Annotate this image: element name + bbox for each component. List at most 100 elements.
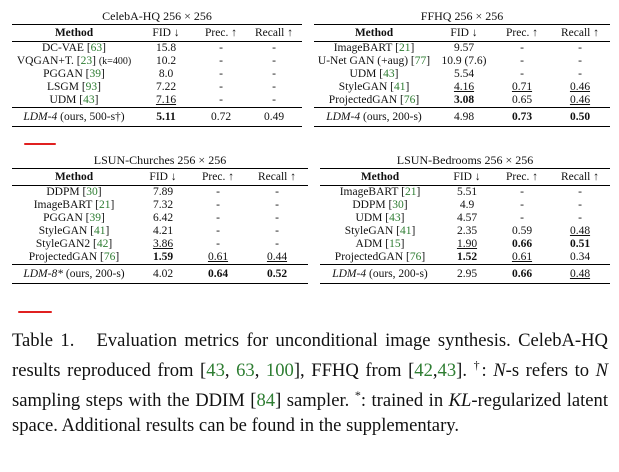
prec-cell: - [520,55,524,67]
fid-cell: 1.90 [456,238,478,250]
celeba-grid: Method FID ↓ Prec. ↑ Recall ↑ DC-VAE [63… [12,24,302,127]
citation-link[interactable]: 43 [83,94,95,106]
prec-cell: - [219,81,223,93]
table-row: PGGAN [39] 8.0 - - [12,68,302,81]
citation-link[interactable]: 76 [103,251,116,263]
prec-cell: - [520,186,524,198]
recall-cell: 0.46 [569,94,591,106]
citation-link[interactable]: 100 [265,360,294,382]
table-caption: Table 1. Evaluation metrics for uncondit… [12,330,609,437]
churches-title: LSUN-Churches 256 × 256 [93,153,227,167]
fid-cell: 3.86 [152,238,174,250]
table-row: DC-VAE [63] 15.8 - - [12,42,302,56]
fid-cell: 15.8 [155,42,177,54]
method-cell: LSGM [93] [46,81,101,93]
citation-link[interactable]: 21 [404,186,417,198]
method-cell: StyleGAN [41] [38,225,110,237]
citation-link[interactable]: 41 [93,225,106,237]
churches-grid: Method FID ↓ Prec. ↑ Recall ↑ DDPM [30] … [12,168,308,284]
citation-link[interactable]: 42 [414,360,433,382]
method-cell: PGGAN [39] [43,68,105,80]
fid-cell: 4.16 [453,81,475,93]
recall-cell: - [275,199,279,211]
recall-cell: - [275,225,279,237]
celeba-table: CelebA-HQ 256 × 256 Method FID ↓ Prec. ↑… [12,8,302,127]
citation-link[interactable]: 43 [206,360,225,382]
fid-cell: 1.59 [152,251,174,263]
fid-cell: 10.9 (7.6) [441,55,487,67]
col-method: Method [314,24,434,42]
header-row: Method FID ↓ Prec. ↑ Recall ↑ [320,168,610,186]
recall-cell: - [275,212,279,224]
col-fid: FID ↓ [136,168,190,186]
col-fid: FID ↓ [136,24,196,42]
col-prec: Prec. ↑ [190,168,246,186]
citation-link[interactable]: 43 [389,212,401,224]
citation-link[interactable]: 39 [89,212,102,224]
table-row: DDPM [30] 4.9 - - [320,199,610,212]
header-row: Method FID ↓ Prec. ↑ Recall ↑ [314,24,610,42]
table-row: ImageBART [21] 7.32 - - [12,199,308,212]
citation-link[interactable]: 76 [409,251,422,263]
col-fid: FID ↓ [434,24,494,42]
prec-cell: 0.61 [207,251,229,263]
col-prec: Prec. ↑ [494,168,550,186]
fid-cell: 4.02 [136,264,190,284]
citation-link[interactable]: 63 [236,360,255,382]
prec-cell: - [216,225,220,237]
header-row: Method FID ↓ Prec. ↑ Recall ↑ [12,168,308,186]
prec-cell: 0.72 [196,107,246,127]
citation-link[interactable]: 63 [90,42,103,54]
ffhq-title: FFHQ 256 × 256 [420,9,504,23]
citation-link[interactable]: 30 [86,186,98,198]
fid-cell: 7.89 [152,186,174,198]
ours-row: LDM-4 (ours, 200-s) 4.98 0.73 0.50 [314,107,610,127]
recall-cell: - [272,68,276,80]
citation-link[interactable]: 84 [256,390,276,412]
fid-cell: 3.08 [453,94,475,106]
citation-link[interactable]: 30 [392,199,404,211]
citation-link[interactable]: 41 [399,225,412,237]
recall-cell: - [578,212,582,224]
recall-cell: - [275,238,279,250]
citation-link[interactable]: 21 [98,199,111,211]
fid-cell: 1.52 [456,251,478,263]
table-row: LSGM [93] 7.22 - - [12,81,302,94]
citation-link[interactable]: 76 [403,94,416,106]
table-row: VQGAN+T. [23] (k=400) 10.2 - - [12,55,302,68]
col-recall: Recall ↑ [246,168,308,186]
celeba-title: CelebA-HQ 256 × 256 [102,9,212,23]
method-cell: ImageBART [21] [339,186,421,198]
citation-link[interactable]: 41 [393,81,406,93]
bedrooms-table: LSUN-Bedrooms 256 × 256 Method FID ↓ Pre… [320,152,610,284]
fid-cell: 10.2 [155,55,177,67]
method-cell: ProjectedGAN [76] [28,251,120,263]
method-cell: DDPM [30] [46,186,102,198]
citation-link[interactable]: 21 [398,42,411,54]
prec-cell: - [520,42,524,54]
citation-link[interactable]: 23 [80,55,93,67]
col-prec: Prec. ↑ [196,24,246,42]
citation-link[interactable]: 43 [383,68,395,80]
table-row: StyleGAN2 [42] 3.86 - - [12,238,308,251]
citation-link[interactable]: 77 [414,55,427,67]
recall-cell: 0.48 [569,225,591,237]
citation-link[interactable]: 39 [89,68,102,80]
recall-cell: - [578,186,582,198]
churches-table: LSUN-Churches 256 × 256 Method FID ↓ Pre… [12,152,308,284]
citation-link[interactable]: 15 [389,238,401,250]
fid-cell: 5.11 [136,107,196,127]
method-cell: DC-VAE [63] [41,42,107,54]
fid-cell: 7.32 [152,199,174,211]
table-row: UDM [43] 5.54 - - [314,68,610,81]
prec-cell: - [219,68,223,80]
prec-cell: 0.73 [494,107,550,127]
fid-cell: 4.98 [434,107,494,127]
citation-link[interactable]: 93 [85,81,98,93]
citation-link[interactable]: 42 [96,238,109,250]
col-method: Method [320,168,440,186]
citation-link[interactable]: 43 [437,360,457,382]
recall-cell: - [272,42,276,54]
method-cell: U-Net GAN (+aug) [77] [317,55,431,67]
table-row: PGGAN [39] 6.42 - - [12,212,308,225]
